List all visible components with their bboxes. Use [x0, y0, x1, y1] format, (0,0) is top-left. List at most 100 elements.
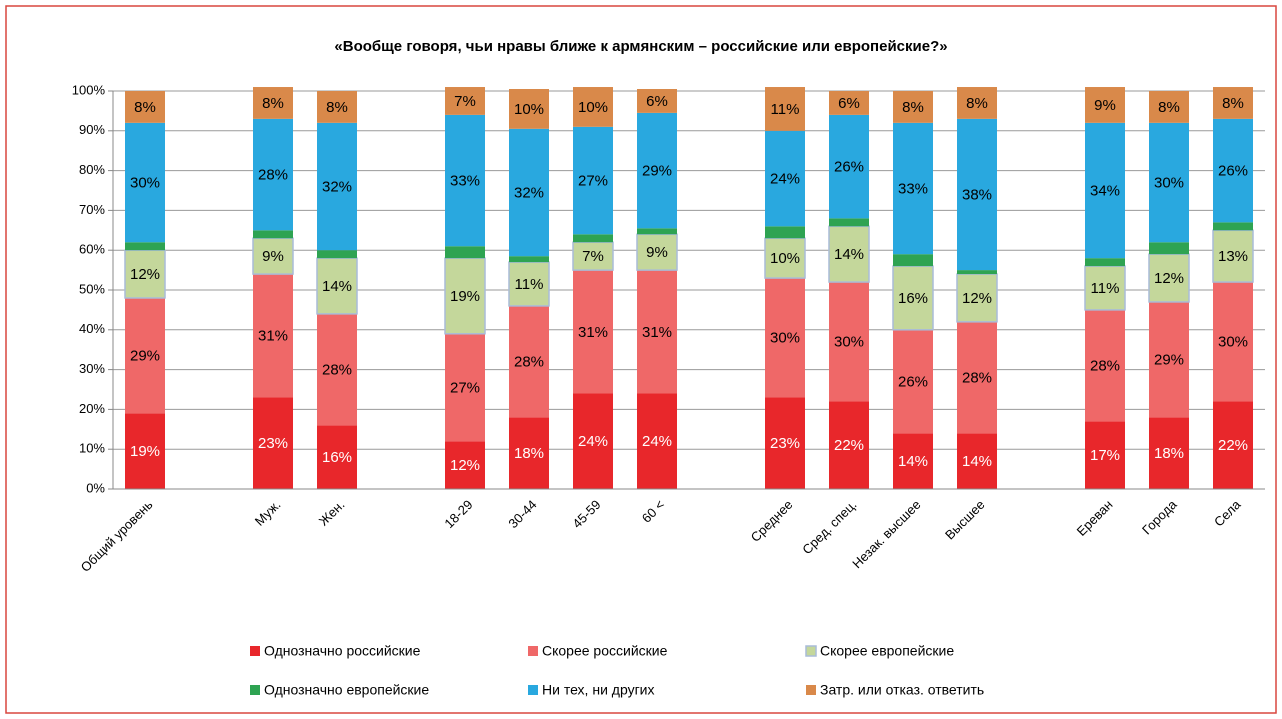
bar-segment — [892, 265, 934, 331]
data-label: 22% — [1218, 437, 1248, 454]
bar-segment — [765, 278, 805, 398]
data-label: 30% — [834, 334, 864, 351]
data-label: 28% — [258, 167, 288, 184]
legend-swatch — [805, 645, 817, 657]
bar-segment — [124, 249, 166, 299]
data-label: 29% — [1154, 352, 1184, 369]
bar-segment — [637, 228, 677, 235]
legend-label: Скорее российские — [542, 643, 668, 659]
bar-segment — [509, 128, 549, 257]
y-tick-label: 70% — [79, 202, 105, 217]
data-label: 8% — [902, 99, 924, 116]
data-label: 12% — [962, 290, 992, 307]
data-label: 27% — [450, 379, 480, 396]
data-label: 22% — [834, 437, 864, 454]
data-label: 30% — [1154, 175, 1184, 192]
y-tick-label: 0% — [86, 480, 105, 495]
bar-segment — [1149, 122, 1189, 243]
data-label: 8% — [1158, 99, 1180, 116]
bar-segment — [765, 130, 805, 227]
y-tick-label: 50% — [79, 281, 105, 296]
bar-segment — [1213, 282, 1253, 402]
y-tick-label: 80% — [79, 162, 105, 177]
data-label: 31% — [258, 328, 288, 345]
data-label: 28% — [514, 354, 544, 371]
data-label: 34% — [1090, 182, 1120, 199]
bar-segment — [317, 313, 357, 426]
data-label: 19% — [450, 288, 480, 305]
bar-segment — [125, 297, 165, 414]
data-label: 17% — [1090, 447, 1120, 464]
bar-segment — [1085, 258, 1125, 267]
bar-segment — [893, 329, 933, 434]
data-label: 28% — [962, 370, 992, 387]
data-label: 31% — [642, 324, 672, 341]
data-label: 10% — [514, 101, 544, 118]
bar-segment — [317, 122, 357, 251]
bar-segment — [1213, 87, 1253, 119]
data-label: 33% — [898, 180, 928, 197]
data-label: 7% — [454, 93, 476, 110]
bar-segment — [317, 425, 357, 489]
bar-segment — [765, 226, 805, 239]
legend-label: Однозначно европейские — [264, 682, 429, 698]
legend-swatch — [250, 646, 260, 656]
bar-segment — [253, 87, 293, 119]
data-label: 23% — [258, 435, 288, 452]
legend-swatch — [806, 685, 816, 695]
data-label: 8% — [326, 99, 348, 116]
data-label: 19% — [130, 443, 160, 460]
bar-segment — [573, 270, 613, 394]
data-label: 12% — [1154, 270, 1184, 287]
data-label: 18% — [1154, 445, 1184, 462]
data-label: 30% — [130, 175, 160, 192]
y-tick-label: 10% — [79, 441, 105, 456]
bar-segment — [509, 256, 549, 263]
data-label: 12% — [130, 266, 160, 283]
legend-swatch — [528, 646, 538, 656]
data-label: 10% — [578, 99, 608, 116]
data-label: 14% — [322, 278, 352, 295]
bar-segment — [1149, 417, 1189, 489]
bar-segment — [252, 237, 294, 275]
bar-segment — [125, 122, 165, 243]
y-tick-label: 40% — [79, 321, 105, 336]
bar-segment — [893, 433, 933, 489]
bar-segment — [637, 393, 677, 489]
data-label: 33% — [450, 173, 480, 190]
bar-segment — [253, 397, 293, 489]
bar-segment — [1213, 118, 1253, 223]
data-label: 8% — [966, 95, 988, 112]
bar-segment — [1213, 222, 1253, 231]
bar-segment — [445, 114, 485, 247]
bar-segment — [1084, 265, 1126, 311]
data-label: 14% — [962, 453, 992, 470]
bar-segment — [253, 118, 293, 231]
y-tick-label: 30% — [79, 361, 105, 376]
bar-segment — [316, 257, 358, 315]
chart-title: «Вообще говоря, чьи нравы ближе к армянс… — [334, 38, 947, 55]
bar-segment — [1085, 309, 1125, 422]
bar-segment — [956, 273, 998, 323]
data-label: 8% — [1222, 95, 1244, 112]
data-label: 24% — [770, 171, 800, 188]
bar-segment — [957, 433, 997, 489]
data-label: 16% — [322, 449, 352, 466]
legend-swatch — [528, 685, 538, 695]
data-label: 6% — [646, 93, 668, 110]
legend-label: Однозначно российские — [264, 643, 421, 659]
data-label: 29% — [130, 348, 160, 365]
bar-segment — [445, 333, 485, 442]
data-label: 9% — [1094, 97, 1116, 114]
bar-segment — [1213, 401, 1253, 489]
bar-segment — [1149, 301, 1189, 418]
bar-segment — [1148, 253, 1190, 303]
bar-segment — [573, 87, 613, 127]
data-label: 26% — [1218, 163, 1248, 180]
data-label: 8% — [262, 95, 284, 112]
y-tick-label: 20% — [79, 401, 105, 416]
bar-segment — [125, 91, 165, 123]
bar-segment — [829, 218, 869, 227]
bar-segment — [829, 91, 869, 115]
